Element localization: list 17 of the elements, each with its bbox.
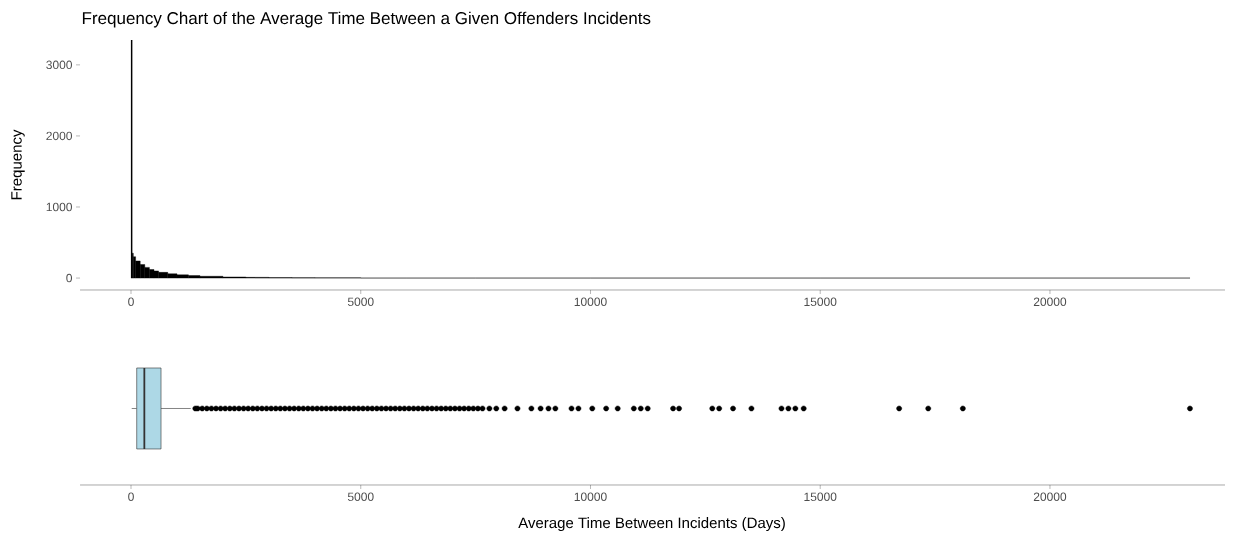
x-tick-label: 15000 — [804, 492, 837, 502]
x-tick-label: 5000 — [347, 492, 374, 502]
x-tick-label: 0 — [128, 492, 134, 502]
x-tick-label: 20000 — [1033, 297, 1067, 307]
y-tick-label: 2000 — [46, 131, 73, 141]
chart-title: Frequency Chart of the Average Time Between a Given Offenders Incidents — [82, 11, 651, 28]
y-tick-label: 3000 — [46, 60, 73, 70]
x-axis-title: Average Time Between Incidents (Days) — [518, 517, 785, 532]
y-axis-title: Frequency — [11, 129, 25, 200]
x-tick-label: 5000 — [347, 297, 374, 307]
x-tick-label: 20000 — [1033, 492, 1067, 502]
x-tick-label: 0 — [128, 297, 134, 307]
y-tick-label: 1000 — [46, 202, 73, 212]
x-tick-label: 15000 — [804, 297, 837, 307]
x-tick-label: 10000 — [574, 492, 607, 502]
y-tick-label: 0 — [66, 273, 73, 283]
x-tick-label: 10000 — [574, 297, 607, 307]
